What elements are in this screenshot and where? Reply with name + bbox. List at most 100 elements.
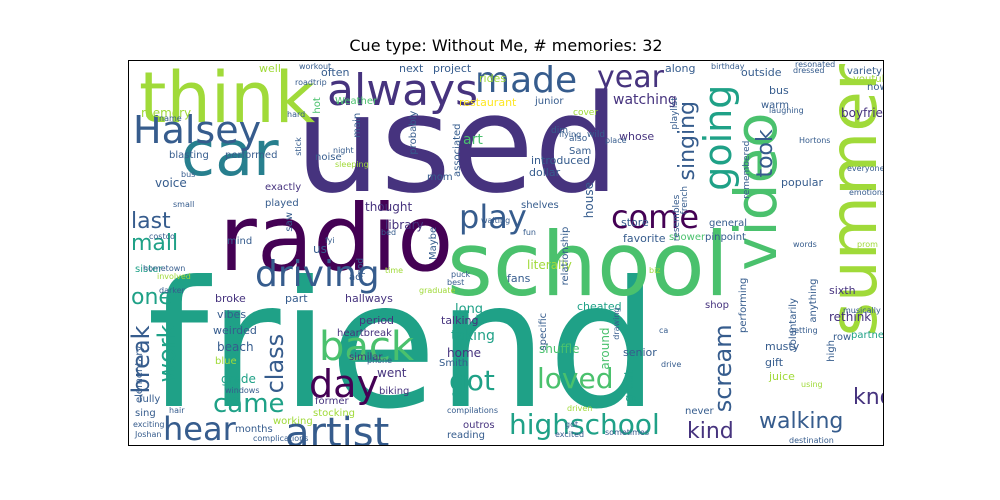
word-often: often [321,66,350,79]
word-sam: Sam [569,146,592,157]
word-introduced: introduced [531,154,591,167]
word-time: time [385,266,404,275]
word-well: well [259,62,281,75]
word-come: come [611,198,700,236]
word-ac: ac [349,272,361,283]
word-voluntarily: voluntarily [788,298,799,352]
word-project: project [433,62,472,75]
word-hallways: hallways [345,292,393,305]
word-mind: mind [227,236,253,247]
word-school: school [447,213,730,316]
word-costco: costco [149,232,175,241]
word-shuffle: shuffle [539,342,580,356]
word-along: along [665,62,696,75]
word-whose: whose [619,130,655,143]
word-radio: radio [219,185,454,292]
word-drive: drive [661,360,682,369]
word-class: class [261,333,289,394]
word-probably: probably [408,110,419,155]
word-sister: sister [135,264,163,275]
word-wild: wild [587,130,606,140]
word-junior: junior [535,96,564,107]
word-phone: phone [367,356,393,365]
word-boyfriend: boyfriend [841,106,883,120]
word-artist: artist [285,410,390,446]
word-work: work [153,324,181,383]
word-noise: noise [315,152,342,163]
word-general: general [709,218,748,229]
word-memory: memory [141,106,192,120]
word-working: working [273,416,313,427]
word-joshan: Joshan [135,430,162,439]
word-taking: taking [451,328,495,344]
word-next: next [399,62,424,75]
word-high: high [826,339,837,362]
word-performing: performing [738,277,749,333]
word-grade: grade [221,372,256,386]
word-variety: variety [847,66,882,77]
word-house: house [582,182,596,219]
word-hometown: hometown [143,264,186,273]
word-windows: windows [225,386,260,395]
word-biking: biking [379,386,410,397]
word-blasting: blasting [169,150,209,161]
word-specific: specific [538,312,549,351]
word-popular: popular [781,176,823,189]
word-period: period [359,314,395,327]
word-excited: excited [555,430,585,439]
word-playlist: playlist [670,97,680,130]
word-driven: driven [567,404,593,413]
word-juice: juice [769,370,795,383]
word-walking: walking [759,409,844,434]
word-row: row [833,332,852,343]
word-mom: mom [427,172,453,183]
word-destination: destination [789,436,834,445]
word-youtube: youtube [853,74,883,85]
word-biz: biz [649,266,661,275]
word-favorite: favorite [623,232,666,245]
word-senior: senior [623,346,657,359]
word-made: made [475,60,578,101]
word-exciting: exciting [133,420,165,429]
word-associated: associated [452,123,463,178]
word-literally: literally [527,258,572,272]
word-dim: dim [551,126,568,136]
word-smith: Smith [439,358,469,369]
word-heartbreak: heartbreak [337,328,392,339]
word-musty: musty [765,340,800,353]
word-us: us [313,242,327,256]
word-around: around [598,327,612,370]
word-played: played [265,198,299,209]
word-mall: mall [131,231,179,256]
word-dressed: dressed [793,66,825,75]
word-former: former [315,396,349,407]
word-exactly: exactly [265,182,302,193]
word-took: took [753,129,778,178]
word-prom: prom [857,240,878,249]
word-art: art [463,132,483,148]
word-place: place [605,136,627,145]
word-hortons: Hortons [799,136,831,145]
word-stick: stick [294,137,303,156]
word-best: best [447,278,465,287]
word-months: months [235,424,273,435]
word-got: got [449,364,495,397]
word-never: never [685,406,714,417]
word-relationship: relationship [560,226,571,286]
word-hair: hair [169,406,185,415]
word-hot: hot [312,97,323,114]
word-year: year [597,60,664,95]
word-pinpoint: pinpoint [705,232,746,243]
word-went: went [377,366,407,380]
word-getting: getting [789,326,818,335]
word-going: going [696,84,740,191]
word-fyi: fyi [325,236,335,245]
word-outside: outside [741,66,782,79]
word-halsey: Halsey [133,108,262,152]
word-drawing: drawing [612,307,621,340]
word-home: home [447,346,482,360]
word-talking: talking [441,314,479,327]
word-musically: musically [843,306,881,315]
word-outros: outros [463,420,495,431]
word-bus: bus [181,170,196,179]
